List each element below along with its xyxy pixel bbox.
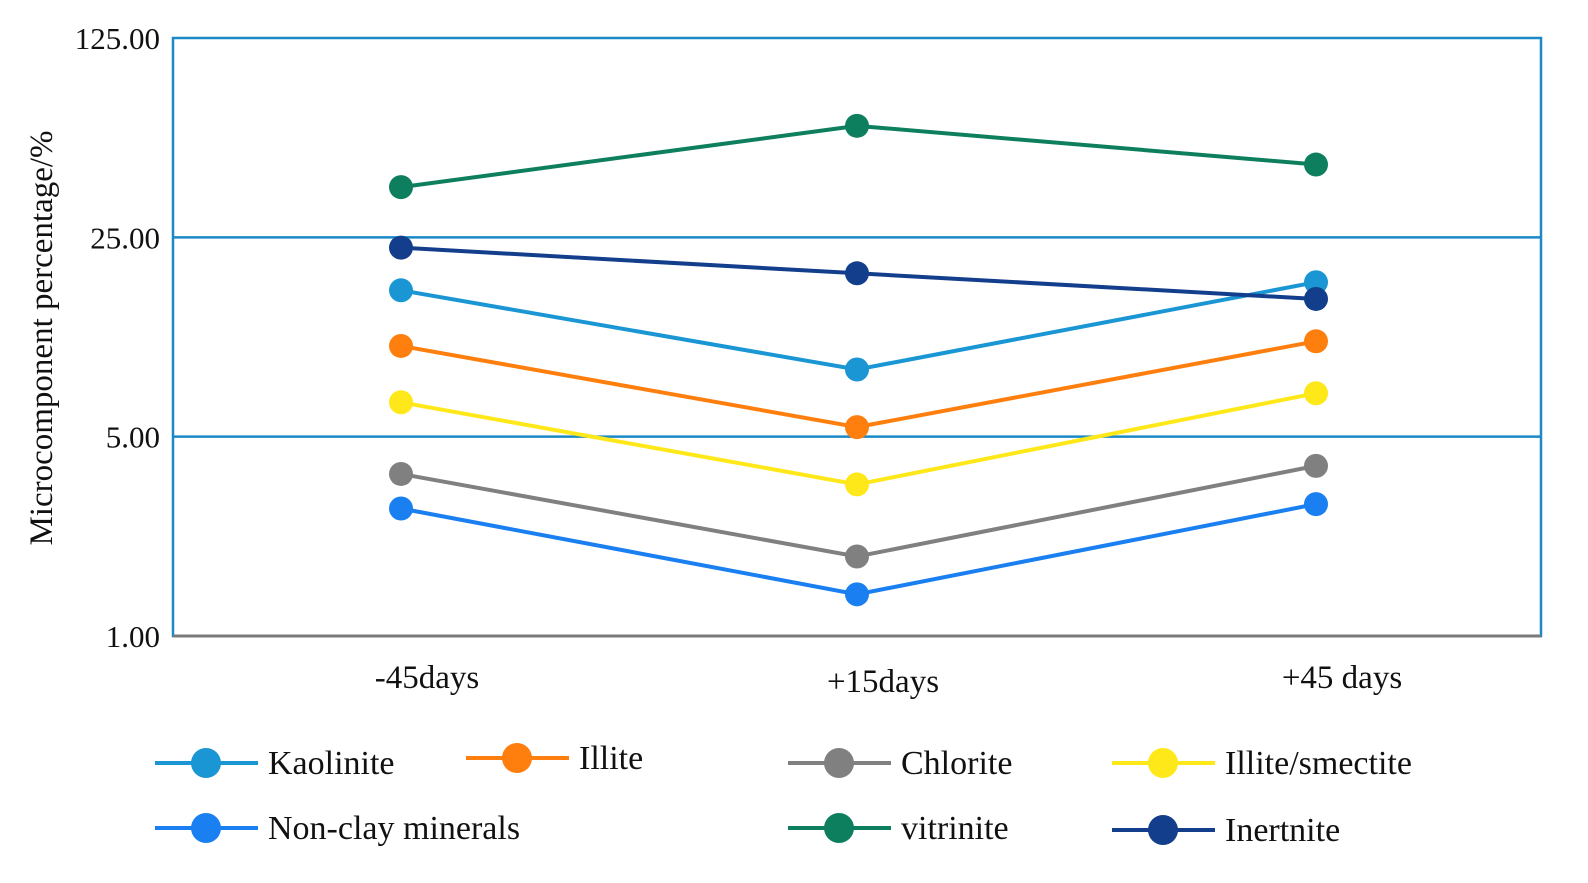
series-kaolinite bbox=[389, 270, 1328, 382]
series-illite bbox=[389, 329, 1328, 440]
series-line bbox=[400, 339, 1317, 430]
legend-label: Illite/smectite bbox=[1225, 745, 1412, 782]
y-tick-label: 5.00 bbox=[106, 420, 160, 455]
legend-swatch-marker bbox=[824, 748, 854, 778]
data-point bbox=[389, 496, 413, 521]
legend-item-inertnite[interactable]: Inertnite bbox=[1112, 812, 1340, 849]
series-chlorite bbox=[389, 453, 1328, 569]
legend-swatch-marker bbox=[824, 813, 854, 843]
legend-swatch-marker bbox=[191, 748, 221, 778]
data-point bbox=[845, 472, 869, 497]
legend-item-illite-smectite[interactable]: Illite/smectite bbox=[1112, 745, 1412, 782]
series-illite-smectite bbox=[389, 381, 1328, 497]
legend-item-illite[interactable]: Illite bbox=[466, 740, 643, 777]
legend-swatch-marker bbox=[1148, 748, 1178, 778]
legend-item-vitrinite[interactable]: vitrinite bbox=[788, 810, 1009, 847]
data-point bbox=[845, 582, 869, 607]
legend-label: Non-clay minerals bbox=[268, 810, 520, 847]
data-point bbox=[1304, 286, 1328, 311]
legend-item-kaolinite[interactable]: Kaolinite bbox=[155, 745, 395, 782]
data-point bbox=[845, 544, 869, 569]
y-axis-ticks: 1.00 5.00 25.00 125.00 bbox=[75, 21, 160, 654]
legend-label: Illite bbox=[579, 740, 643, 777]
data-point bbox=[845, 357, 869, 382]
data-point bbox=[845, 415, 869, 440]
data-point bbox=[389, 333, 413, 358]
legend-swatch-marker bbox=[502, 743, 532, 773]
data-point bbox=[1304, 270, 1328, 295]
data-point bbox=[1304, 492, 1328, 517]
x-tick-label: -45days bbox=[375, 660, 479, 696]
legend-label: vitrinite bbox=[901, 810, 1009, 847]
legend-label: Inertnite bbox=[1225, 812, 1340, 849]
legend-label: Chlorite bbox=[901, 745, 1012, 782]
data-point bbox=[1304, 152, 1328, 177]
series-non-clay-minerals bbox=[389, 492, 1328, 607]
data-point bbox=[389, 461, 413, 486]
series-lines bbox=[389, 113, 1328, 607]
legend-item-non-clay-minerals[interactable]: Non-clay minerals bbox=[155, 810, 520, 847]
legend[interactable]: Kaolinite Illite Chlorite Illite/smectite No… bbox=[155, 740, 1412, 849]
series-inertnite bbox=[389, 235, 1328, 311]
data-point bbox=[389, 390, 413, 415]
x-tick-label: +15days bbox=[827, 664, 939, 700]
legend-item-chlorite[interactable]: Chlorite bbox=[788, 745, 1012, 782]
data-point bbox=[845, 261, 869, 286]
data-point bbox=[1304, 329, 1328, 354]
legend-label: Kaolinite bbox=[268, 745, 395, 782]
x-axis-ticks: -45days +15days +45 days bbox=[375, 660, 1402, 700]
legend-swatch-marker bbox=[1148, 815, 1178, 845]
x-tick-label: +45 days bbox=[1282, 660, 1402, 696]
data-point bbox=[1304, 453, 1328, 478]
data-point bbox=[845, 113, 869, 138]
y-tick-label: 25.00 bbox=[90, 220, 160, 255]
legend-swatch-marker bbox=[191, 813, 221, 843]
series-line bbox=[400, 280, 1317, 372]
y-axis-label: Microcomponent percentage/% bbox=[24, 130, 60, 545]
data-point bbox=[389, 175, 413, 200]
y-tick-label: 125.00 bbox=[75, 21, 160, 56]
y-tick-label: 1.00 bbox=[106, 619, 160, 654]
data-point bbox=[389, 235, 413, 260]
series-vitrinite bbox=[389, 113, 1328, 200]
data-point bbox=[389, 278, 413, 303]
data-point bbox=[1304, 381, 1328, 406]
